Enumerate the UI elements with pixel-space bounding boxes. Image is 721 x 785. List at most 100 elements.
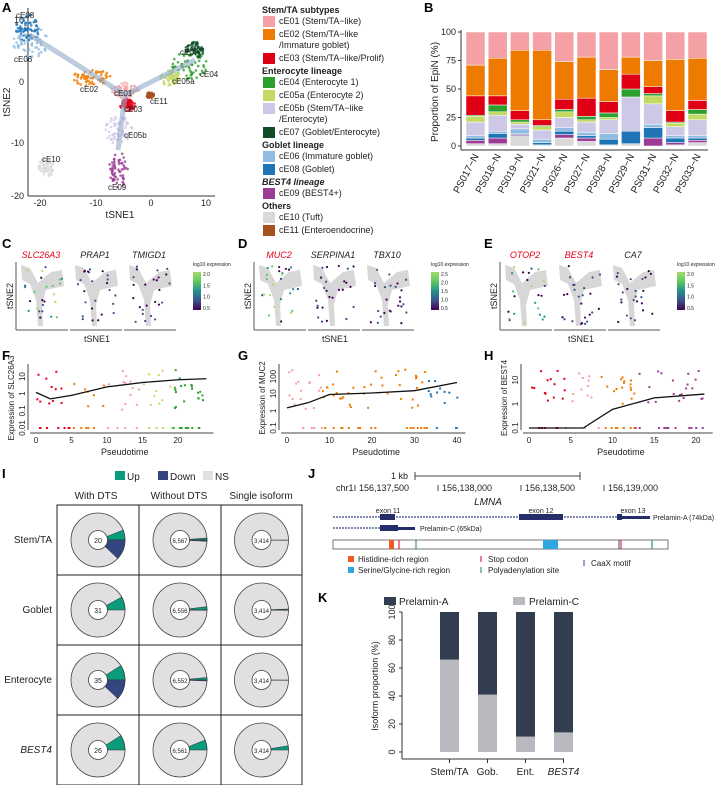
scatter-point — [416, 386, 419, 389]
expression-point — [377, 309, 380, 313]
legend-item-label: cE08 (Goblet) — [279, 164, 335, 174]
expression-point — [540, 294, 543, 297]
y-tick: 50 — [446, 84, 456, 94]
bar-segment — [665, 137, 686, 143]
bar-segment — [687, 113, 708, 121]
expression-point — [152, 278, 155, 281]
tsne-point — [110, 161, 114, 164]
y-axis-label: Expression of BEST4 — [500, 359, 509, 436]
tsne-point — [120, 168, 124, 171]
bar-segment — [621, 96, 641, 132]
expression-point — [268, 293, 272, 297]
tsne-point — [204, 59, 208, 63]
tsne-point — [107, 130, 111, 134]
x-axis-label: tSNE1 — [106, 210, 135, 221]
tsne-point — [188, 69, 192, 72]
tsne-point — [118, 170, 122, 174]
y-tick: 40 — [387, 691, 397, 701]
bar-segment — [576, 137, 597, 142]
scatter-point — [549, 378, 552, 381]
expression-point — [588, 313, 591, 316]
legend-swatch — [263, 103, 275, 114]
bar-segment — [487, 133, 508, 139]
cluster-label: cE08 — [16, 11, 35, 20]
expression-point — [641, 277, 644, 281]
expression-point — [267, 314, 271, 317]
expression-point — [41, 303, 44, 307]
expression-point — [523, 321, 526, 324]
pie-center — [170, 600, 190, 620]
expression-point — [400, 322, 403, 325]
scatter-point — [563, 377, 566, 380]
expression-point — [141, 308, 144, 311]
y-tick: 0.1 — [511, 422, 520, 434]
y-tick: 1 — [511, 401, 520, 406]
expression-point — [94, 299, 97, 302]
x-tick: 0 — [148, 198, 153, 208]
bar-segment — [510, 124, 530, 130]
legend-swatch — [263, 90, 275, 101]
coordinate: 156,137,500 — [359, 483, 409, 493]
pie-count: 3,414 — [254, 749, 270, 755]
scatter-point — [540, 370, 543, 373]
scatter-point — [121, 369, 124, 372]
expression-point — [289, 266, 293, 269]
scatter-point — [374, 370, 377, 373]
tsne-point — [37, 48, 41, 51]
tsne-point — [49, 172, 53, 176]
scatter-point — [324, 427, 327, 429]
scatter-point — [122, 380, 125, 383]
tsne-point — [38, 166, 42, 170]
expression-point — [537, 293, 540, 297]
tsne-point — [197, 59, 201, 63]
x-tick: 20 — [368, 436, 377, 445]
legend-item-label: cE07 (Goblet/Enterocyte) — [279, 127, 380, 137]
expression-point — [114, 294, 117, 297]
scatter-point — [308, 381, 311, 384]
tsne-point — [111, 141, 115, 144]
legend-item-label: cE10 (Tuft) — [279, 212, 323, 222]
tsne-point — [187, 44, 190, 47]
tsne-point — [112, 118, 116, 122]
expression-point — [642, 289, 645, 292]
scatter-point — [647, 401, 650, 404]
legend-swatch — [263, 29, 275, 40]
tsne-point — [123, 165, 126, 169]
tsne-point — [113, 91, 116, 95]
tsne-point — [185, 52, 188, 56]
scatter-point — [572, 393, 575, 396]
pie-count: 35 — [94, 678, 102, 685]
scatter-point — [380, 376, 383, 379]
tsne-point — [36, 31, 39, 34]
tsne-silhouette — [75, 265, 118, 326]
expression-point — [510, 272, 514, 275]
bar-segment — [576, 135, 597, 139]
bar-segment — [465, 137, 486, 141]
tsne-point — [20, 38, 24, 41]
tsne-point — [22, 34, 25, 37]
tsne-point — [186, 50, 189, 54]
tsne-point — [39, 168, 42, 172]
expression-point — [58, 282, 62, 285]
tsne-point — [31, 50, 34, 54]
tsne-point — [190, 48, 194, 52]
scatter-point — [370, 383, 373, 386]
tsne-point — [114, 132, 117, 136]
scatter-point — [663, 427, 666, 429]
expression-point — [156, 269, 159, 272]
expression-point — [640, 296, 643, 299]
expression-point — [154, 300, 157, 304]
x-tick: -10 — [89, 198, 102, 208]
legend-item-label: cE04 (Enterocyte 1) — [279, 77, 359, 87]
tsne-point — [12, 44, 16, 48]
trend-line — [286, 381, 458, 409]
scatter-point — [633, 427, 636, 429]
expression-point — [157, 276, 160, 279]
scatter-point — [138, 388, 141, 391]
scatter-point — [629, 427, 632, 429]
bar-segment — [621, 56, 641, 75]
scatter-point — [630, 397, 633, 400]
tsne-point — [190, 73, 193, 77]
bar-segment — [643, 60, 663, 87]
expression-point — [55, 316, 59, 319]
